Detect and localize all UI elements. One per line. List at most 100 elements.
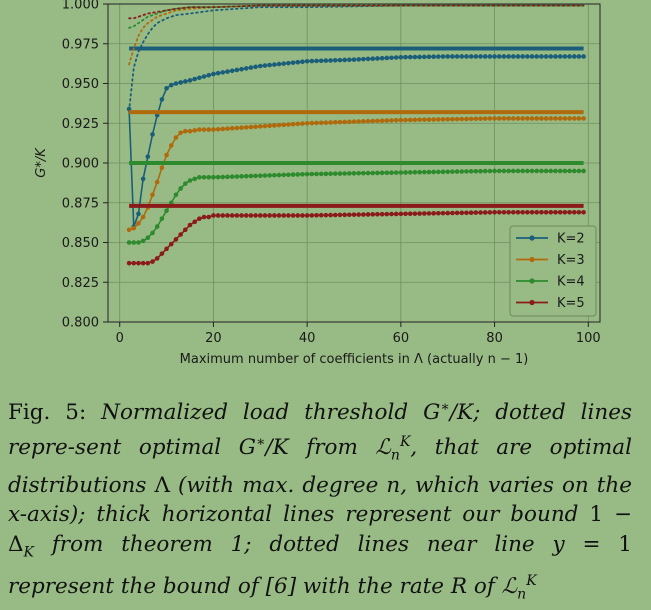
data-point-k2 [361, 56, 366, 62]
data-point-k5 [557, 209, 563, 215]
data-point-k3 [361, 119, 366, 124]
chart: 0.800 0.825 0.850 0.875 0.900 0.925 0.950 0.975… [34, 0, 601, 367]
data-point-k5 [140, 260, 146, 266]
data-point-k4 [398, 170, 404, 175]
data-point-k5 [164, 246, 169, 252]
data-point-k3 [529, 116, 535, 121]
data-point-k3 [332, 119, 338, 125]
data-point-k4 [417, 169, 422, 175]
math-star-2: ∗ [255, 433, 266, 450]
data-point-k3 [295, 121, 301, 127]
data-point-k3 [567, 116, 572, 121]
data-point-k3 [379, 118, 385, 124]
data-point-k5 [351, 212, 357, 217]
data-point-k5 [220, 213, 226, 218]
data-point-k4 [459, 169, 465, 174]
data-point-k3 [347, 119, 352, 125]
data-point-k2 [553, 54, 558, 59]
data-point-k3 [173, 135, 179, 140]
data-point-k5 [243, 213, 249, 218]
data-point-k2 [379, 55, 385, 61]
legend-marker [529, 278, 535, 284]
data-point-k2 [389, 55, 394, 61]
data-point-k2 [459, 54, 465, 59]
data-point-k4 [454, 169, 460, 174]
data-point-k5 [384, 211, 390, 217]
data-point-k4 [154, 224, 160, 229]
data-point-k2 [445, 54, 451, 59]
data-point-k5 [398, 211, 404, 217]
data-point-k2 [473, 54, 479, 59]
data-point-k3 [201, 127, 207, 132]
data-point-k4 [473, 168, 479, 174]
math-G-2: G [238, 434, 256, 460]
data-point-k2 [272, 62, 277, 67]
data-point-k2 [225, 69, 230, 74]
data-point-k2 [375, 56, 380, 61]
data-point-k4 [375, 170, 380, 176]
caption-fig-label: Fig. 5: [8, 400, 87, 426]
data-point-k2 [197, 75, 202, 81]
data-point-k4 [440, 169, 446, 175]
data-point-k3 [267, 123, 272, 129]
data-point-k2 [332, 57, 338, 63]
optimal-curve-k2 [128, 55, 584, 227]
data-point-k2 [567, 54, 572, 59]
data-point-k2 [478, 54, 483, 59]
data-point-k4 [257, 173, 263, 179]
data-point-k5 [309, 213, 315, 218]
data-point-k4 [384, 170, 390, 176]
data-point-k2 [557, 54, 563, 59]
data-point-k4 [501, 168, 507, 174]
data-point-k4 [412, 170, 418, 175]
data-point-k4 [571, 168, 577, 174]
data-point-k5 [173, 237, 179, 242]
data-point-k4 [140, 238, 146, 244]
data-point-k2 [501, 54, 507, 59]
data-point-k5 [567, 209, 572, 215]
legend-marker [529, 235, 535, 241]
data-point-k3 [243, 125, 249, 130]
data-point-k5 [515, 209, 521, 215]
data-point-k5 [126, 260, 132, 266]
data-point-k3 [389, 118, 394, 123]
y-tick-label: 0.950 [62, 77, 99, 92]
data-point-k5 [417, 211, 422, 216]
data-point-k2 [140, 176, 146, 182]
data-point-k3 [557, 116, 563, 121]
data-point-k5 [262, 213, 268, 218]
data-point-k4 [351, 171, 357, 176]
data-point-k2 [403, 54, 408, 60]
data-point-k2 [164, 85, 169, 91]
data-point-k4 [450, 169, 455, 174]
data-point-k4 [407, 170, 413, 175]
data-point-k2 [487, 54, 493, 59]
data-point-k2 [496, 54, 502, 59]
data-point-k3 [403, 117, 408, 123]
data-point-k2 [150, 132, 155, 137]
data-point-k5 [257, 213, 263, 218]
data-point-k2 [243, 66, 249, 71]
data-point-k4 [281, 172, 287, 178]
data-point-k4 [131, 240, 137, 245]
data-point-k4 [187, 178, 193, 183]
legend-label: K=5 [557, 296, 585, 311]
data-point-k2 [290, 60, 296, 65]
data-point-k4 [173, 192, 179, 198]
rate-bound-line-k5 [128, 4, 585, 20]
data-point-k2 [440, 54, 446, 59]
data-point-k5 [154, 256, 160, 261]
data-point-k5 [215, 213, 221, 218]
data-point-k2 [276, 61, 282, 67]
data-point-k4 [243, 173, 249, 179]
data-point-k4 [529, 168, 535, 174]
data-point-k5 [459, 210, 465, 216]
data-point-k5 [295, 213, 301, 218]
data-point-k2 [281, 61, 287, 66]
data-point-k4 [192, 176, 197, 182]
data-point-k5 [553, 209, 558, 215]
data-point-k2 [384, 55, 390, 61]
math-L-2: ℒ [501, 574, 518, 600]
data-point-k3 [178, 130, 183, 136]
data-point-k5 [136, 260, 141, 266]
